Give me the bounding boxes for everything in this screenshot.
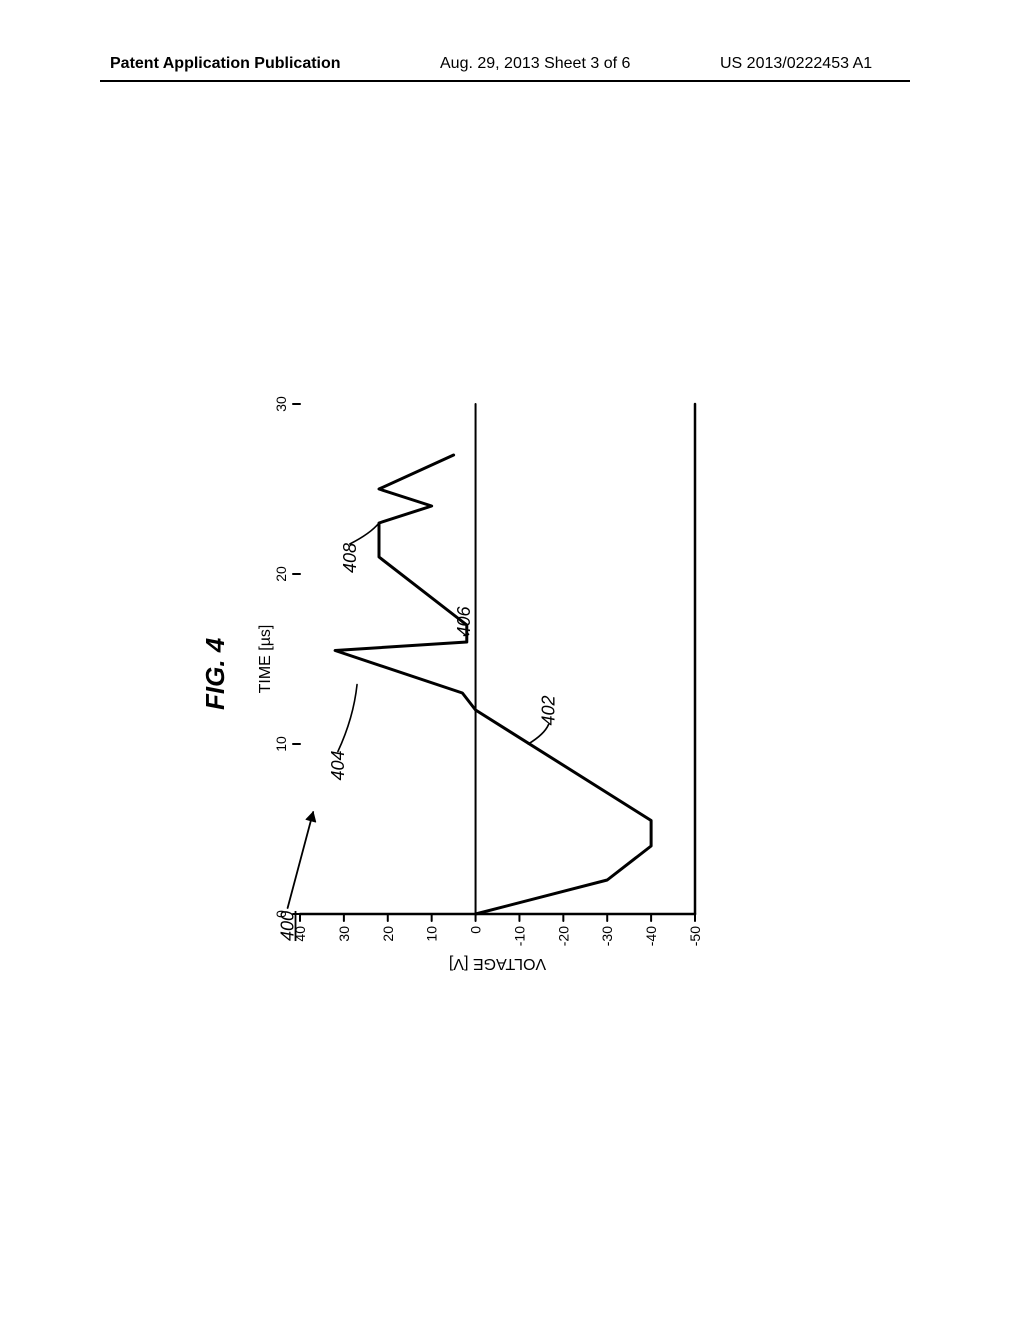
svg-text:-10: -10 xyxy=(511,926,527,946)
svg-text:406: 406 xyxy=(454,606,474,637)
svg-text:10: 10 xyxy=(424,926,440,942)
svg-text:0: 0 xyxy=(468,926,484,934)
svg-text:404: 404 xyxy=(328,750,348,780)
svg-text:30: 30 xyxy=(336,926,352,942)
header-right: US 2013/0222453 A1 xyxy=(720,55,872,73)
waveform-chart: 403020100-10-20-30-40-500102030TIME [µs]… xyxy=(255,354,785,974)
svg-text:20: 20 xyxy=(273,566,289,582)
svg-text:-30: -30 xyxy=(599,926,615,946)
header-center: Aug. 29, 2013 Sheet 3 of 6 xyxy=(440,55,630,73)
svg-text:402: 402 xyxy=(539,695,559,725)
svg-text:VOLTAGE [V]: VOLTAGE [V] xyxy=(449,955,546,972)
figure-caption: FIG. 4 xyxy=(200,638,231,710)
page-root: Patent Application Publication Aug. 29, … xyxy=(0,0,1024,1320)
figure-4: 403020100-10-20-30-40-500102030TIME [µs]… xyxy=(255,354,785,974)
header-rule xyxy=(100,80,910,82)
svg-text:10: 10 xyxy=(273,736,289,752)
svg-text:-50: -50 xyxy=(687,926,703,946)
svg-text:20: 20 xyxy=(380,926,396,942)
svg-text:408: 408 xyxy=(340,543,360,573)
svg-text:-40: -40 xyxy=(643,926,659,946)
header-left: Patent Application Publication xyxy=(110,55,341,73)
svg-text:30: 30 xyxy=(273,396,289,412)
svg-text:TIME [µs]: TIME [µs] xyxy=(257,625,274,694)
svg-text:400: 400 xyxy=(278,911,298,941)
svg-text:-20: -20 xyxy=(555,926,571,946)
